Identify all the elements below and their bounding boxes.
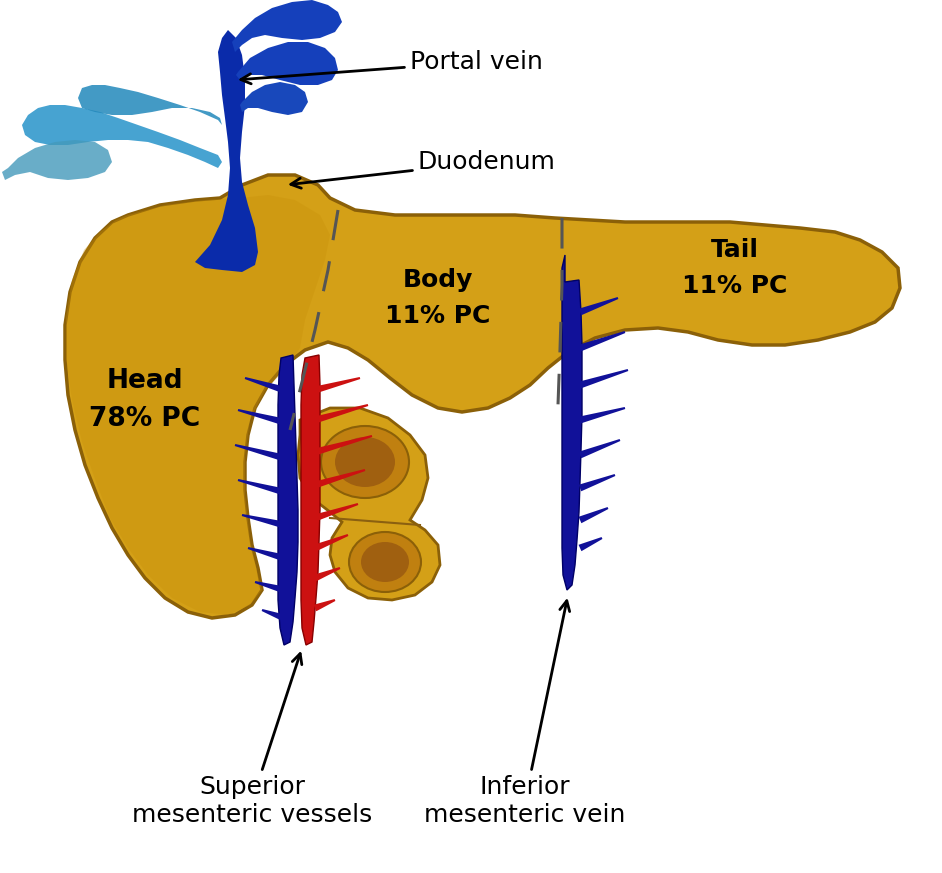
Text: Body
11% PC: Body 11% PC bbox=[385, 268, 491, 327]
Polygon shape bbox=[22, 105, 222, 168]
Text: Duodenum: Duodenum bbox=[291, 150, 556, 189]
Polygon shape bbox=[301, 355, 320, 645]
Polygon shape bbox=[278, 355, 298, 645]
Ellipse shape bbox=[349, 532, 421, 592]
Polygon shape bbox=[314, 599, 335, 611]
Polygon shape bbox=[262, 609, 285, 622]
Ellipse shape bbox=[361, 542, 409, 582]
Polygon shape bbox=[578, 297, 618, 315]
Polygon shape bbox=[242, 514, 284, 528]
Polygon shape bbox=[245, 377, 285, 394]
Polygon shape bbox=[314, 534, 349, 551]
Polygon shape bbox=[314, 404, 368, 423]
Ellipse shape bbox=[321, 426, 409, 498]
Polygon shape bbox=[66, 195, 330, 615]
Text: Superior
mesenteric vessels: Superior mesenteric vessels bbox=[132, 654, 372, 827]
Polygon shape bbox=[254, 581, 284, 594]
Polygon shape bbox=[314, 503, 358, 521]
Polygon shape bbox=[314, 469, 365, 488]
Text: Portal vein: Portal vein bbox=[241, 50, 543, 84]
Polygon shape bbox=[314, 435, 372, 456]
Polygon shape bbox=[314, 377, 360, 394]
Polygon shape bbox=[578, 507, 609, 523]
Polygon shape bbox=[578, 537, 603, 551]
Polygon shape bbox=[78, 85, 222, 125]
Ellipse shape bbox=[335, 437, 395, 487]
Polygon shape bbox=[2, 140, 112, 180]
Text: Inferior
mesenteric vein: Inferior mesenteric vein bbox=[424, 601, 625, 827]
Polygon shape bbox=[578, 439, 621, 458]
Polygon shape bbox=[314, 567, 340, 581]
Polygon shape bbox=[235, 444, 284, 462]
Polygon shape bbox=[236, 42, 338, 85]
Polygon shape bbox=[65, 175, 900, 618]
Polygon shape bbox=[248, 547, 284, 561]
Polygon shape bbox=[578, 331, 625, 351]
Polygon shape bbox=[240, 82, 308, 115]
Polygon shape bbox=[298, 408, 440, 600]
Polygon shape bbox=[578, 474, 615, 491]
Text: Head
78% PC: Head 78% PC bbox=[89, 368, 201, 432]
Text: Tail
11% PC: Tail 11% PC bbox=[682, 238, 788, 298]
Polygon shape bbox=[232, 0, 342, 52]
Polygon shape bbox=[237, 409, 284, 425]
Polygon shape bbox=[195, 30, 258, 272]
Polygon shape bbox=[237, 479, 284, 495]
Polygon shape bbox=[562, 255, 582, 590]
Polygon shape bbox=[579, 407, 625, 423]
Polygon shape bbox=[579, 369, 628, 388]
